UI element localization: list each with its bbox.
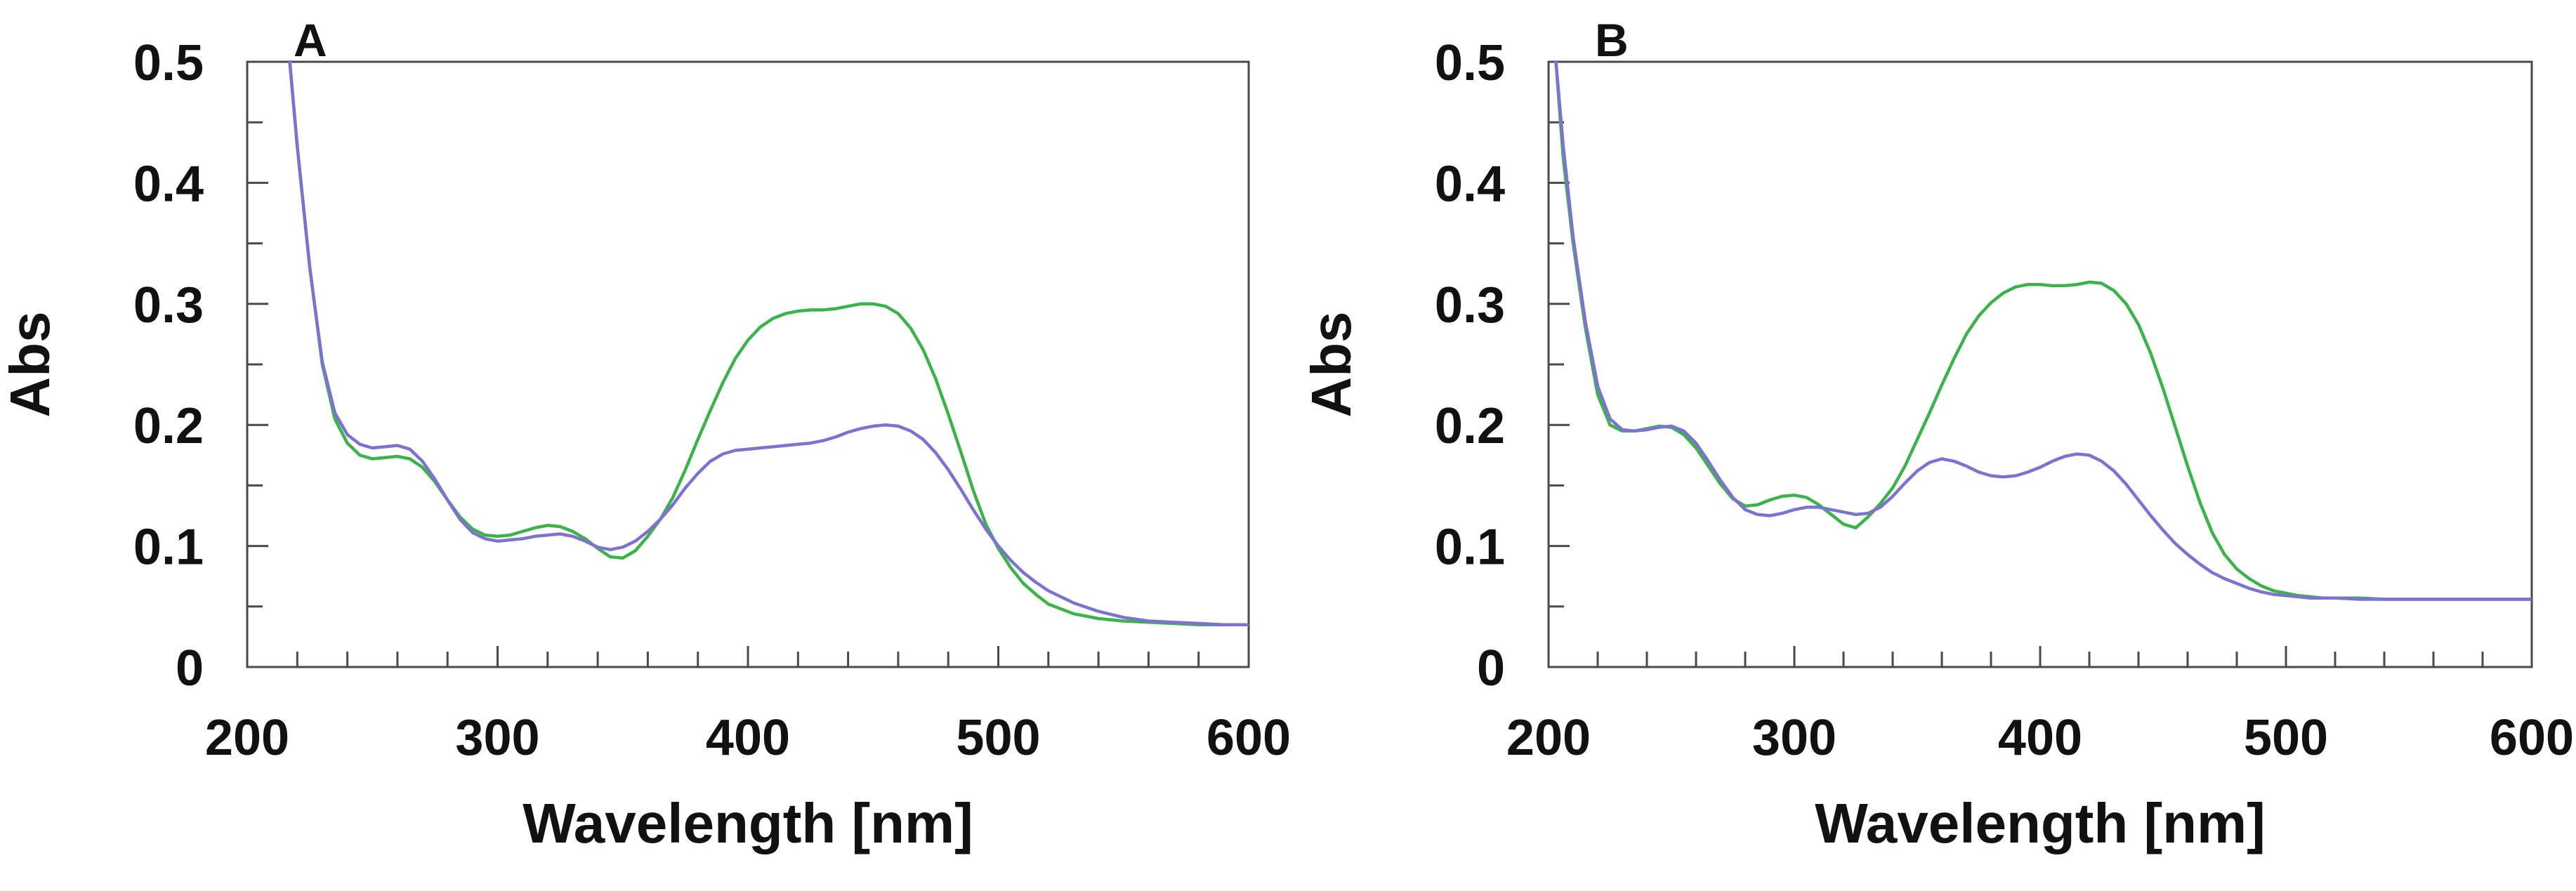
series-line-blue-b <box>1554 60 2532 601</box>
x-tick-label: 400 <box>1998 710 2082 766</box>
series-line-green-a <box>288 60 1249 626</box>
chart-panel-a: 200 300 400 500 600 0 0.1 0.2 0.3 0.4 0.5 Wavelengt… <box>0 14 1291 854</box>
series-line-blue-a <box>288 60 1249 626</box>
y-axis-title-b: Abs <box>1300 311 1362 417</box>
x-tick-label: 300 <box>455 710 539 766</box>
x-axis-title-a: Wavelength [nm] <box>523 792 973 854</box>
y-tick-label: 0.3 <box>1435 277 1505 334</box>
y-tick-label: 0 <box>1477 640 1505 697</box>
x-tick-label: 200 <box>205 710 289 766</box>
y-tick-label: 0.4 <box>1435 156 1505 212</box>
x-tick-label: 400 <box>706 710 790 766</box>
panel-label-b: B <box>1595 14 1629 66</box>
y-tick-label: 0.5 <box>133 35 204 91</box>
y-tick-label: 0.1 <box>1435 520 1505 576</box>
x-tick-label: 200 <box>1506 710 1591 766</box>
y-tick-label: 0.3 <box>133 277 204 334</box>
y-tick-label: 0.2 <box>133 398 204 454</box>
y-tick-label: 0.4 <box>133 156 204 212</box>
chart-panel-b: 200 300 400 500 600 0 0.1 0.2 0.3 0.4 0.5 Wavelengt… <box>1300 14 2574 854</box>
plot-frame-a <box>246 60 1250 668</box>
x-tick-label: 500 <box>956 710 1040 766</box>
y-tick-label: 0.2 <box>1435 398 1505 454</box>
x-axis-title-b: Wavelength [nm] <box>1815 792 2265 854</box>
y-tick-label: 0.1 <box>133 520 204 576</box>
y-tick-label: 0 <box>176 640 204 697</box>
series-line-green-b <box>1554 60 2532 601</box>
panel-label-a: A <box>294 14 327 66</box>
x-tick-label: 600 <box>1207 710 1291 766</box>
x-tick-label: 600 <box>2490 710 2574 766</box>
plot-frame-b <box>1547 60 2533 668</box>
y-axis-title-a: Abs <box>0 311 61 417</box>
x-tick-label: 300 <box>1752 710 1836 766</box>
y-tick-label: 0.5 <box>1435 35 1505 91</box>
x-tick-label: 500 <box>2244 710 2328 766</box>
